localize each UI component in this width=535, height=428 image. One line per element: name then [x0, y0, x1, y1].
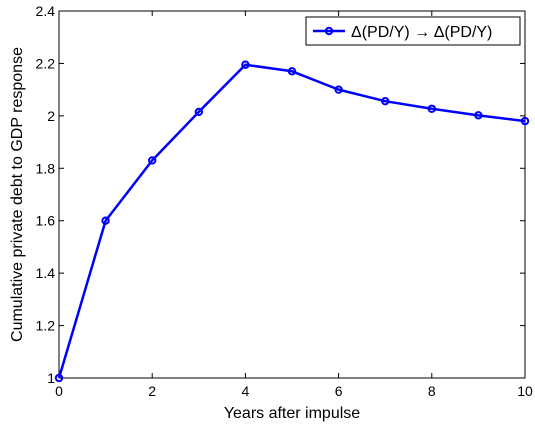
y-axis: 1 1.2 1.4 1.6 1.8 2 2.2 2.4 — [36, 3, 525, 386]
x-tick-label: 0 — [55, 383, 63, 399]
x-tick-label: 2 — [148, 383, 156, 399]
data-point — [241, 60, 250, 69]
y-tick-label: 2.4 — [36, 3, 56, 19]
data-point — [194, 107, 204, 117]
x-axis: 0 2 4 6 8 10 — [55, 11, 533, 399]
legend: Δ(PD/Y) → Δ(PD/Y) — [305, 16, 521, 46]
data-point — [381, 96, 390, 106]
data-point — [287, 67, 297, 76]
legend-entry: Δ(PD/Y) → Δ(PD/Y) — [351, 24, 492, 41]
y-tick-label: 1.2 — [36, 318, 56, 334]
y-tick-label: 1.8 — [36, 160, 56, 176]
data-point — [148, 156, 157, 165]
x-tick-label: 8 — [428, 383, 436, 399]
data-point — [474, 111, 483, 120]
plot-area — [58, 10, 526, 379]
legend-marker — [324, 26, 334, 36]
series-layer — [54, 60, 530, 383]
y-tick-label: 1.4 — [36, 265, 56, 281]
x-tick-label: 10 — [517, 383, 533, 399]
x-axis-label: Years after impulse — [224, 405, 360, 422]
data-point — [520, 116, 530, 126]
x-tick-label: 4 — [242, 383, 250, 399]
y-axis-label: Cumulative private debt to GDP response — [9, 47, 26, 342]
y-tick-label: 1.6 — [36, 213, 56, 229]
series-line — [57, 63, 526, 379]
y-tick-label: 2 — [47, 108, 55, 124]
data-point — [334, 85, 343, 94]
x-tick-label: 6 — [335, 383, 343, 399]
y-tick-label: 2.2 — [36, 55, 56, 71]
y-tick-label: 1 — [47, 370, 55, 386]
data-point — [54, 373, 64, 383]
data-point — [427, 104, 436, 113]
data-point — [101, 216, 110, 225]
